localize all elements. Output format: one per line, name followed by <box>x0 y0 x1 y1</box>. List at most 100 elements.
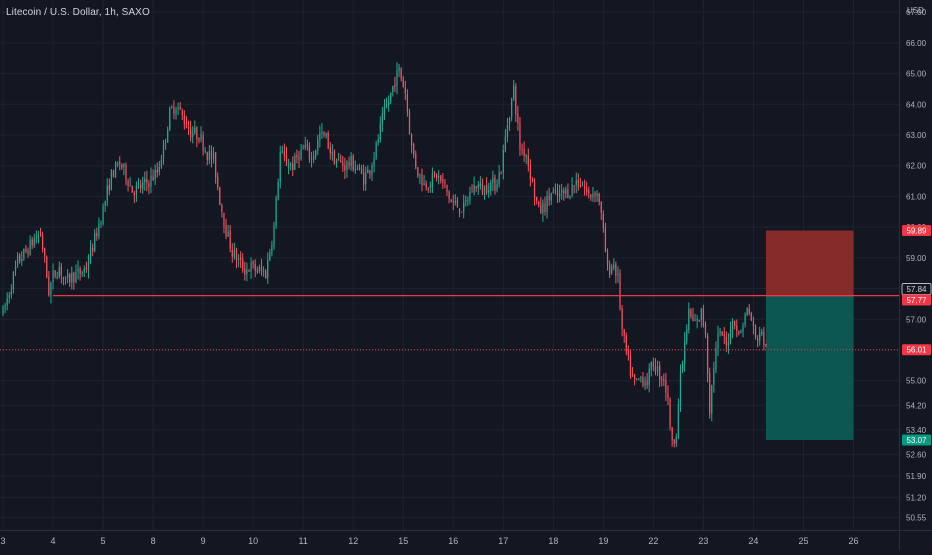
candle-body <box>360 168 363 174</box>
candle-body <box>573 185 575 187</box>
candle-body <box>669 398 671 428</box>
candle-body <box>467 200 469 202</box>
candle-body <box>348 162 350 166</box>
candle-body <box>187 127 190 130</box>
candle-body <box>629 354 632 376</box>
candle-body <box>358 167 361 169</box>
candle-body <box>400 67 402 79</box>
candle-body <box>644 381 646 386</box>
candle-body <box>94 233 96 251</box>
candle-body <box>736 325 738 332</box>
chart-title: Litecoin / U.S. Dollar, 1h, SAXO <box>6 7 150 18</box>
candle-body <box>425 183 427 188</box>
candle-body <box>240 257 242 260</box>
candle-body <box>621 308 623 330</box>
candle-body <box>444 182 446 184</box>
candle-body <box>688 308 690 330</box>
candle-body <box>452 201 454 203</box>
price-label: 53.07 <box>902 434 931 446</box>
candle-body <box>734 321 736 326</box>
candle-body <box>363 172 365 185</box>
candle-body <box>219 187 221 205</box>
candle-body <box>58 267 60 277</box>
candle-body <box>556 189 559 196</box>
candle-body <box>158 166 160 172</box>
candle-body <box>310 158 313 161</box>
candle-body <box>527 155 529 166</box>
candle-body <box>250 262 252 272</box>
candle-body <box>715 348 717 370</box>
candle-body <box>396 70 398 87</box>
candle-body <box>506 124 509 137</box>
candle-body <box>64 276 67 278</box>
candle-body <box>317 139 319 151</box>
candle-body <box>402 79 404 88</box>
candle-body <box>700 308 702 320</box>
candle-body <box>175 109 177 114</box>
candle-body <box>761 331 763 334</box>
price-label: 56.01 <box>902 344 931 356</box>
candle-body <box>71 272 73 284</box>
candle-body <box>327 132 329 149</box>
candle-body <box>538 201 540 206</box>
candle-body <box>92 247 94 252</box>
candle-body <box>37 235 40 238</box>
candle-body <box>517 113 519 124</box>
take-profit-zone[interactable] <box>765 295 854 440</box>
candle-body <box>164 141 167 143</box>
candle-body <box>235 249 238 261</box>
candle-body <box>738 332 740 334</box>
candle-body <box>337 159 340 161</box>
candle-body <box>202 135 204 151</box>
y-tick-label: 51.90 <box>906 472 927 481</box>
x-tick-label: 15 <box>398 536 408 546</box>
y-tick-label: 65.00 <box>906 70 927 79</box>
candle-body <box>721 331 723 336</box>
candle-body <box>162 142 165 159</box>
candle-body <box>265 270 267 278</box>
candle-body <box>302 148 304 150</box>
candle-body <box>160 159 163 168</box>
candle-body <box>390 92 392 102</box>
candle-body <box>340 160 342 163</box>
price-label: 59.89 <box>902 225 931 237</box>
candle-body <box>765 344 767 347</box>
candle-body <box>333 150 336 165</box>
candle-body <box>277 182 279 199</box>
candle-body <box>583 186 586 189</box>
candle-body <box>465 200 467 202</box>
candle-body <box>306 144 308 146</box>
candle-body <box>429 185 431 188</box>
candle-body <box>490 182 492 192</box>
candle-body <box>659 365 661 380</box>
candle-body <box>117 163 119 165</box>
candle-body <box>171 106 173 108</box>
position-tool[interactable] <box>765 230 854 440</box>
candle-body <box>763 331 765 345</box>
candle-body <box>260 266 263 271</box>
candle-body <box>125 164 127 181</box>
candle-body <box>258 267 261 272</box>
candle-body <box>192 133 194 137</box>
candle-body <box>356 169 359 171</box>
candle-body <box>681 362 684 371</box>
candle-body <box>127 180 129 186</box>
candle-body <box>673 439 675 444</box>
price-label-text: 57.84 <box>906 285 927 294</box>
price-lines <box>0 294 899 351</box>
candle-body <box>329 147 331 154</box>
candle-body <box>652 362 655 367</box>
candle-body <box>554 189 557 191</box>
x-tick-label: 19 <box>598 536 608 546</box>
stop-loss-zone[interactable] <box>765 230 854 296</box>
candles <box>2 62 767 448</box>
candle-body <box>719 330 721 334</box>
candle-body <box>377 139 379 143</box>
candle-body <box>87 262 90 271</box>
candle-body <box>492 177 494 183</box>
candle-body <box>488 190 490 193</box>
candle-body <box>319 133 321 140</box>
candle-body <box>194 127 196 134</box>
candle-body <box>279 152 281 182</box>
